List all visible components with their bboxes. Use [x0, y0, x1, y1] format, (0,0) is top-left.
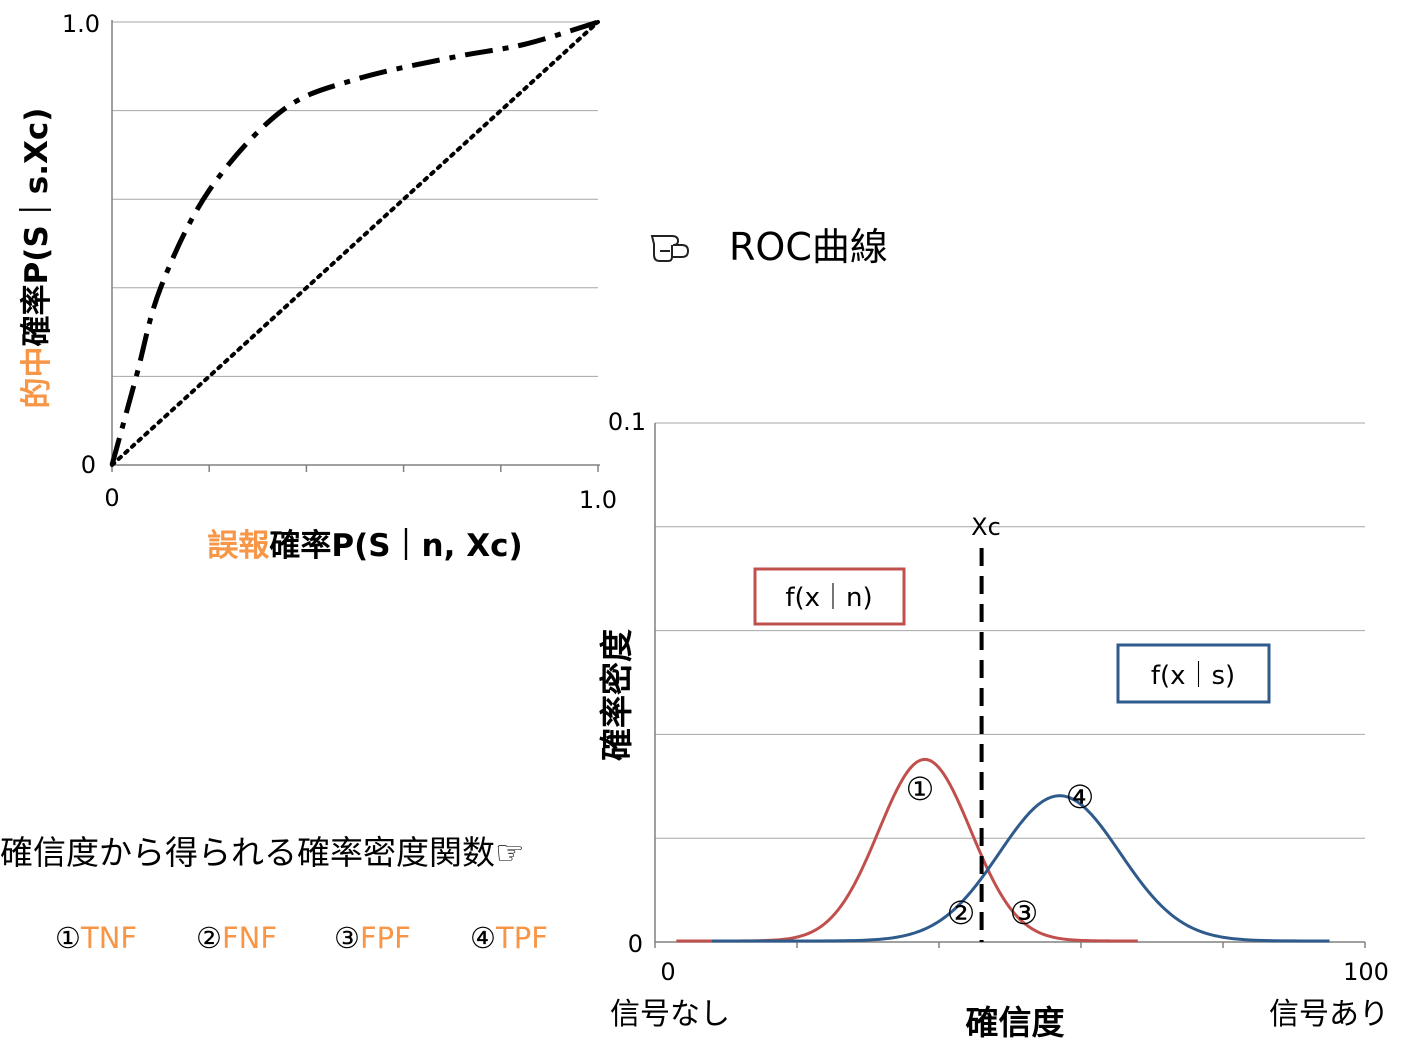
density-tick-y-zero: 0 [628, 930, 643, 958]
roc-x-label-black: 確率P(S｜n, Xc) [269, 528, 522, 564]
density-tick-y-top: 0.1 [608, 408, 646, 436]
signal-curve-label: f(x｜s) [1116, 643, 1271, 704]
density-gridlines [655, 422, 1365, 839]
density-x-tick-marks [654, 942, 1366, 948]
legend-caption: 確信度から得られる確率密度関数☞ [0, 833, 525, 872]
roc-tick-x-zero: 0 [104, 484, 119, 512]
legend-item-fnf: ②FNF [196, 921, 277, 955]
legend-item-number: ① [55, 921, 81, 955]
signal-label-text: f(x｜s) [1151, 661, 1235, 691]
density-chart: 0.1 0 0 100 信号なし 信号あり 確信度 確率密度 Xc f(x｜n)… [597, 408, 1389, 1042]
roc-callout: ROC曲線 [650, 225, 888, 269]
roc-y-label-black: 確率P(S｜s.Xc) [19, 108, 55, 347]
legend-block: 確信度から得られる確率密度関数☞ ①TNF ②FNF ③FPF ④TPF [0, 833, 548, 955]
roc-chart: 1.0 0 0 1.0 誤報確率P(S｜n, Xc) 的中確率P(S｜s.Xc) [19, 10, 617, 564]
roc-curve [109, 19, 599, 466]
pointing-hand-icon [650, 235, 690, 262]
noise-label-box [753, 567, 906, 626]
roc-tick-y-top: 1.0 [62, 10, 100, 38]
roc-callout-text: ROC曲線 [729, 225, 888, 269]
legend-item-tpf: ④TPF [470, 921, 548, 955]
roc-y-label-orange: 的中 [19, 346, 55, 408]
signal-label-box [1116, 643, 1271, 704]
roc-chance-line [110, 20, 600, 467]
noise-curve-label: f(x｜n) [753, 567, 906, 626]
roc-gridlines [112, 21, 598, 377]
criterion-label: Xc [971, 513, 1001, 541]
noise-label-text: f(x｜n) [785, 583, 872, 613]
density-tick-x-zero: 0 [660, 958, 675, 986]
density-series-group [676, 757, 1330, 943]
density-x-left-caption: 信号なし [610, 997, 730, 1032]
region-1-marker: ① [906, 770, 935, 808]
roc-tick-y-zero: 0 [81, 451, 96, 479]
legend-item-code: FNF [222, 921, 277, 955]
roc-x-label-orange: 誤報 [207, 528, 270, 564]
density-tick-x-right: 100 [1343, 958, 1389, 986]
legend-item-code: TNF [80, 921, 137, 955]
roc-tick-x-right: 1.0 [579, 486, 617, 514]
density-y-axis-label: 確率密度 [597, 629, 636, 761]
density-x-axis-label: 確信度 [966, 1003, 1065, 1042]
legend-item-fpf: ③FPF [334, 921, 411, 955]
roc-series-group [109, 19, 600, 467]
legend-item-tnf: ①TNF [55, 921, 137, 955]
legend-item-number: ③ [334, 921, 360, 955]
region-2-marker: ② [947, 894, 976, 932]
legend-item-code: TPF [495, 921, 548, 955]
region-3-marker: ③ [1010, 894, 1039, 932]
roc-y-axis-label: 的中確率P(S｜s.Xc) [19, 108, 55, 409]
legend-item-number: ④ [470, 921, 496, 955]
roc-x-axis-label: 誤報確率P(S｜n, Xc) [207, 528, 522, 564]
density-x-right-caption: 信号あり [1269, 997, 1389, 1032]
signal-density-curve [711, 794, 1330, 943]
legend-items: ①TNF ②FNF ③FPF ④TPF [55, 921, 548, 955]
roc-x-tick-marks [111, 465, 599, 472]
legend-item-code: FPF [360, 921, 411, 955]
region-4-marker: ④ [1066, 778, 1095, 816]
legend-item-number: ② [196, 921, 222, 955]
